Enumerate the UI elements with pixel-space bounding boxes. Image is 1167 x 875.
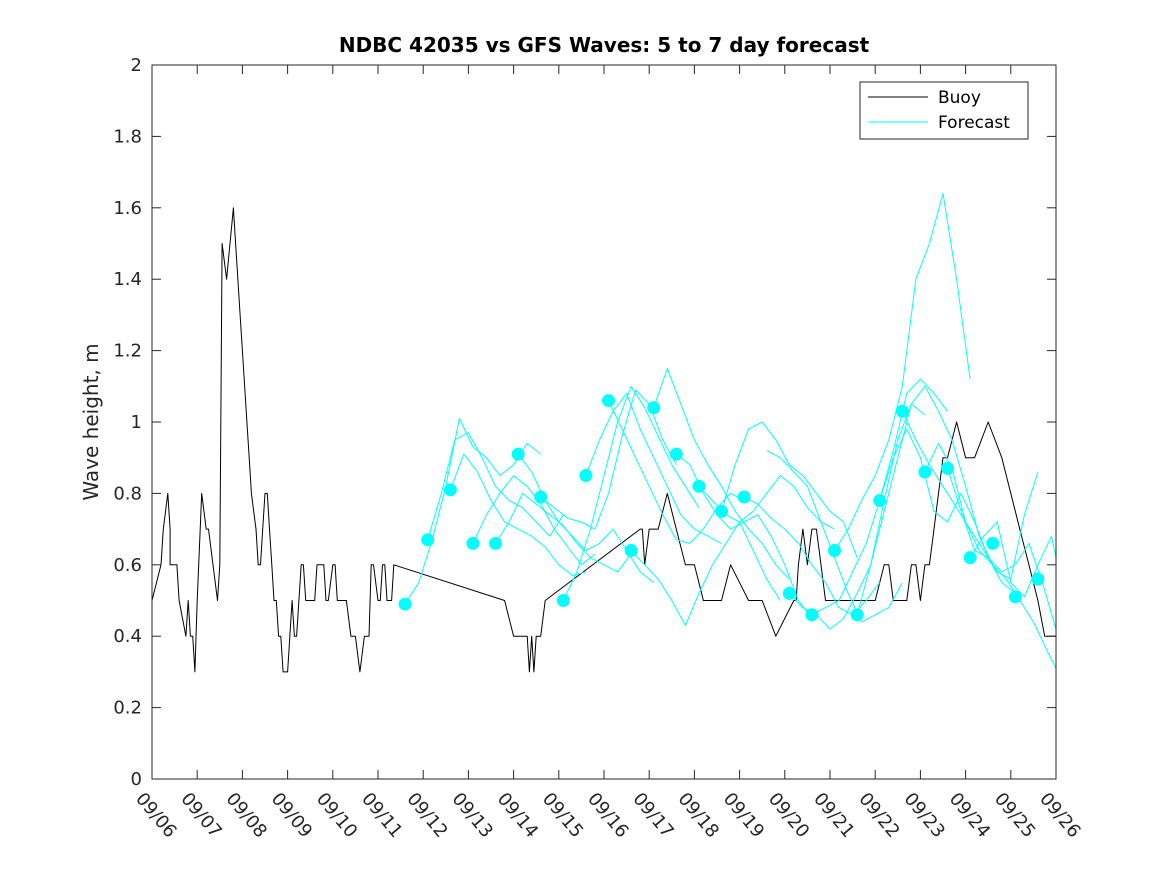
forecast-series-line	[856, 385, 994, 615]
legend-buoy-label: Buoy	[938, 88, 981, 108]
forecast-point	[737, 490, 751, 504]
forecast-series-line	[562, 385, 700, 601]
forecast-series-line	[540, 389, 677, 530]
y-tick-label: 0.4	[113, 626, 142, 647]
forecast-point	[602, 394, 616, 408]
forecast-point	[850, 608, 864, 622]
forecast-series-line	[721, 421, 858, 558]
forecast-point	[715, 504, 729, 518]
y-tick-label: 1	[131, 412, 142, 433]
plot-area	[152, 65, 1056, 779]
forecast-point	[398, 597, 412, 611]
forecast-series-line	[608, 400, 745, 544]
y-tick-label: 0	[131, 769, 142, 790]
forecast-series-line	[969, 521, 1057, 598]
buoy-series-line	[151, 207, 1056, 673]
forecast-point	[692, 479, 706, 493]
forecast-series-line	[924, 442, 1057, 669]
forecast-point	[828, 544, 842, 558]
y-tick-label: 1.4	[113, 269, 142, 290]
legend: Buoy Forecast	[859, 81, 1029, 140]
forecast-series-line	[449, 453, 587, 576]
forecast-point	[805, 608, 819, 622]
forecast-series-line	[653, 368, 790, 580]
forecast-point	[624, 544, 638, 558]
forecast-point	[1031, 572, 1045, 586]
forecast-point	[895, 404, 909, 418]
forecast-series-line	[834, 193, 971, 551]
forecast-point	[941, 461, 955, 475]
forecast-point	[489, 536, 503, 550]
forecast-point	[918, 465, 932, 479]
forecast-point	[579, 469, 593, 483]
forecast-series-line	[585, 392, 722, 544]
y-tick-label: 1.2	[113, 341, 142, 362]
marker-layer	[398, 394, 1045, 622]
forecast-series-line	[472, 475, 596, 566]
forecast-point	[443, 483, 457, 497]
forecast-point	[466, 536, 480, 550]
y-tick-label: 0.6	[113, 555, 142, 576]
y-tick-label: 2	[131, 55, 142, 76]
forecast-point	[511, 447, 525, 461]
y-axis: 0 0.2 0.4 0.6 0.8 1 1.2 1.4 1.6 1.8 2	[113, 55, 1056, 790]
forecast-point	[782, 586, 796, 600]
y-tick-label: 1.8	[113, 126, 142, 147]
y-tick-label: 0.2	[113, 698, 142, 719]
legend-box	[859, 81, 1029, 140]
forecast-series-line	[766, 450, 903, 623]
forecast-series-line	[495, 492, 632, 573]
forecast-series-line	[630, 521, 781, 626]
forecast-point	[669, 447, 683, 461]
forecast-point	[647, 401, 661, 415]
forecast-point	[421, 533, 435, 547]
y-tick-label: 0.8	[113, 483, 142, 504]
forecast-series-line	[879, 428, 1016, 594]
forecast-point	[986, 536, 1000, 550]
forecast-point	[963, 551, 977, 565]
y-axis-label: Wave height, m	[79, 343, 103, 500]
forecast-point	[873, 494, 887, 508]
forecast-point	[534, 490, 548, 504]
forecast-series-line	[901, 411, 1039, 580]
forecast-series-line	[427, 432, 564, 540]
y-tick-label: 1.6	[113, 198, 142, 219]
legend-forecast-label: Forecast	[938, 113, 1010, 133]
chart-title: NDBC 42035 vs GFS Waves: 5 to 7 day fore…	[339, 33, 870, 57]
forecast-point	[1008, 590, 1022, 604]
forecast-series-line	[947, 468, 1057, 630]
forecast-point	[556, 594, 570, 607]
